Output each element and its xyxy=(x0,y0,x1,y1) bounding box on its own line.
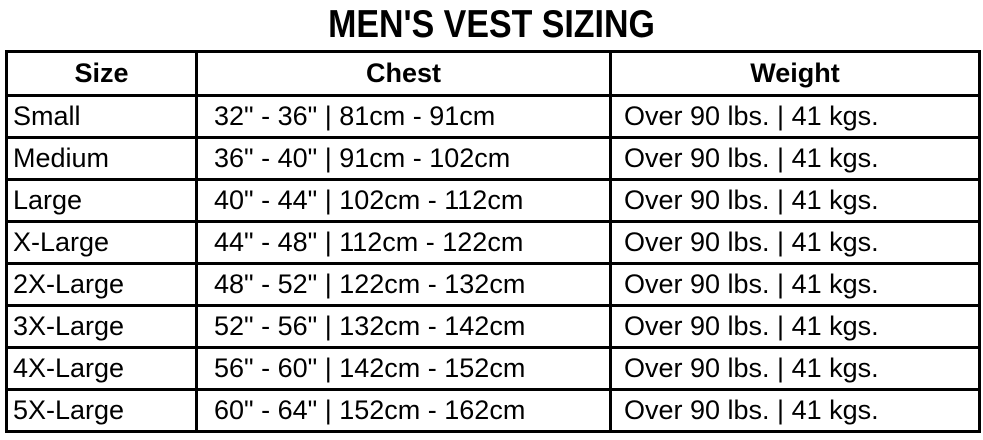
table-row: 2X-Large 48" - 52" | 122cm - 132cm Over … xyxy=(5,262,981,307)
table-row: Small 32" - 36" | 81cm - 91cm Over 90 lb… xyxy=(5,94,981,139)
size-cell: 3X-Large xyxy=(5,304,198,349)
size-cell: X-Large xyxy=(5,220,198,265)
chest-cell: 44" - 48" | 112cm - 122cm xyxy=(195,220,612,265)
table-row: X-Large 44" - 48" | 112cm - 122cm Over 9… xyxy=(5,220,981,265)
chest-cell: 32" - 36" | 81cm - 91cm xyxy=(195,94,612,139)
page-title: MEN'S VEST SIZING xyxy=(328,3,655,46)
table-row: Medium 36" - 40" | 91cm - 102cm Over 90 … xyxy=(5,136,981,181)
size-cell: Large xyxy=(5,178,198,223)
size-cell: Small xyxy=(5,94,198,139)
column-header-size: Size xyxy=(5,50,198,97)
size-cell: 2X-Large xyxy=(5,262,198,307)
weight-cell: Over 90 lbs. | 41 kgs. xyxy=(609,304,981,349)
column-header-chest: Chest xyxy=(195,50,612,97)
size-cell: 4X-Large xyxy=(5,346,198,391)
size-cell: Medium xyxy=(5,136,198,181)
weight-cell: Over 90 lbs. | 41 kgs. xyxy=(609,262,981,307)
size-cell: 5X-Large xyxy=(5,388,198,433)
sizing-table: Size Chest Weight Small 32" - 36" | 81cm… xyxy=(5,50,981,433)
header-row: Size Chest Weight xyxy=(5,50,981,97)
chest-cell: 40" - 44" | 102cm - 112cm xyxy=(195,178,612,223)
chest-cell: 52" - 56" | 132cm - 142cm xyxy=(195,304,612,349)
chest-cell: 48" - 52" | 122cm - 132cm xyxy=(195,262,612,307)
table-row: 5X-Large 60" - 64" | 152cm - 162cm Over … xyxy=(5,388,981,433)
chest-cell: 56" - 60" | 142cm - 152cm xyxy=(195,346,612,391)
weight-cell: Over 90 lbs. | 41 kgs. xyxy=(609,94,981,139)
weight-cell: Over 90 lbs. | 41 kgs. xyxy=(609,388,981,433)
column-header-weight: Weight xyxy=(609,50,981,97)
weight-cell: Over 90 lbs. | 41 kgs. xyxy=(609,346,981,391)
weight-cell: Over 90 lbs. | 41 kgs. xyxy=(609,178,981,223)
chest-cell: 36" - 40" | 91cm - 102cm xyxy=(195,136,612,181)
weight-cell: Over 90 lbs. | 41 kgs. xyxy=(609,136,981,181)
chest-cell: 60" - 64" | 152cm - 162cm xyxy=(195,388,612,433)
table-row: 3X-Large 52" - 56" | 132cm - 142cm Over … xyxy=(5,304,981,349)
table-row: Large 40" - 44" | 102cm - 112cm Over 90 … xyxy=(5,178,981,223)
table-row: 4X-Large 56" - 60" | 142cm - 152cm Over … xyxy=(5,346,981,391)
weight-cell: Over 90 lbs. | 41 kgs. xyxy=(609,220,981,265)
